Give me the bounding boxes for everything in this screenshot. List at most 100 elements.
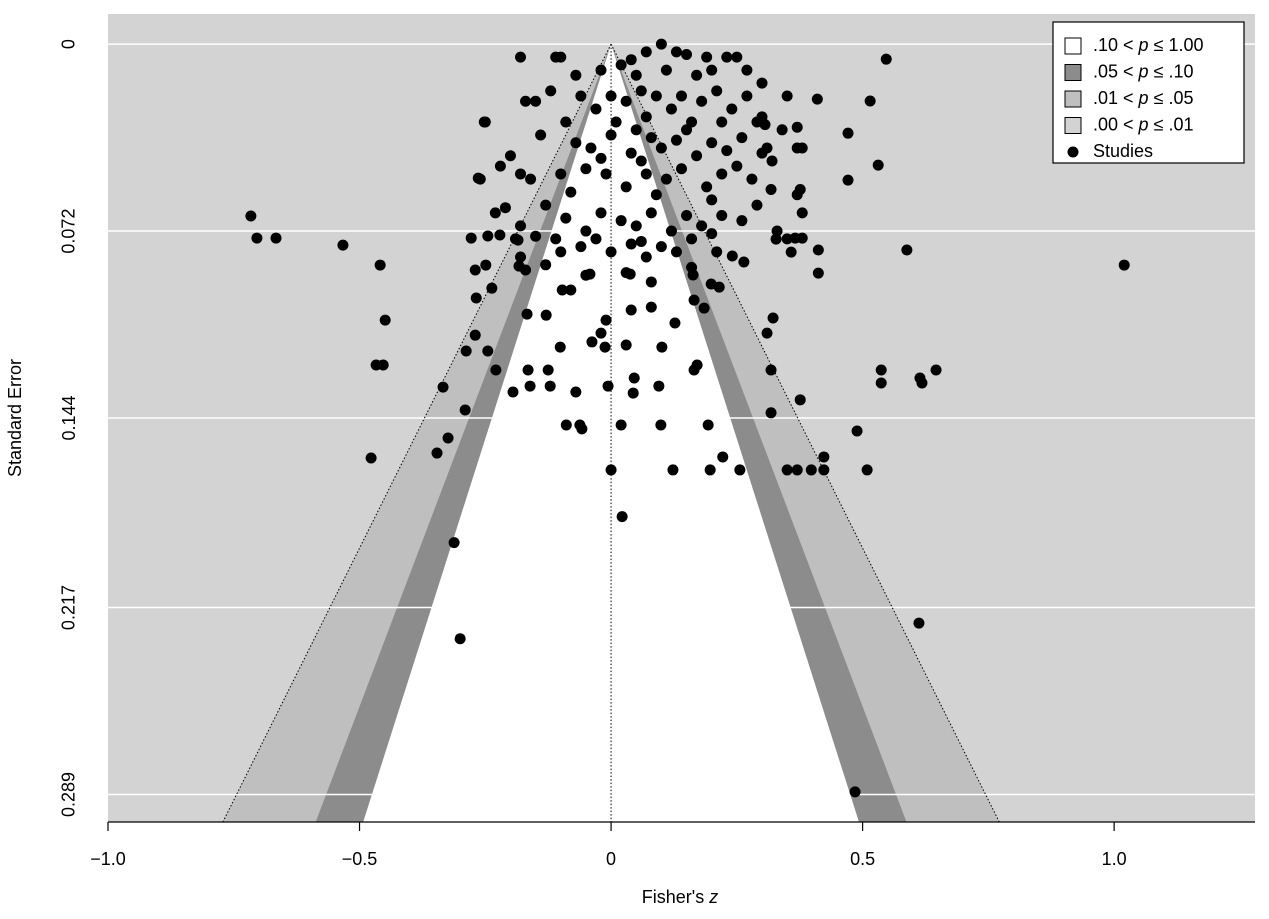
study-point (545, 85, 557, 97)
x-tick-label: 1.0 (1102, 849, 1127, 869)
study-point (681, 209, 693, 221)
study-point (555, 168, 567, 180)
study-point (627, 387, 639, 399)
study-point (615, 419, 627, 431)
legend-swatch (1064, 90, 1082, 108)
study-point (565, 186, 577, 198)
study-point (930, 364, 942, 376)
study-point (469, 329, 481, 341)
study-point (765, 407, 777, 419)
study-point (620, 339, 632, 351)
legend-label-part: ≤ .05 (1149, 88, 1194, 108)
study-point (811, 93, 823, 105)
study-point (781, 233, 793, 245)
study-point (585, 142, 597, 154)
study-point (711, 246, 723, 258)
legend: .10 < p ≤ 1.00 .05 < p ≤ .10 .01 < p ≤ .05… (1052, 21, 1245, 164)
study-point (645, 301, 657, 313)
study-point (640, 46, 652, 58)
study-point (521, 308, 533, 320)
study-point (504, 150, 516, 162)
study-point (653, 380, 665, 392)
y-tick-label: 0.217 (59, 585, 79, 630)
study-point (913, 617, 925, 629)
study-point (706, 64, 718, 76)
study-point (849, 786, 861, 798)
study-point (701, 51, 713, 63)
study-point (374, 259, 386, 271)
study-point (590, 233, 602, 245)
study-point (676, 163, 687, 175)
y-axis-title: Standard Error (5, 359, 25, 477)
study-point (872, 159, 884, 171)
study-point (711, 85, 723, 97)
study-point (479, 116, 491, 128)
study-point (702, 419, 714, 431)
study-point (818, 451, 830, 463)
study-point (842, 127, 854, 139)
study-point (482, 345, 494, 357)
study-point (726, 103, 738, 115)
study-point (377, 359, 389, 371)
study-point (556, 284, 568, 296)
study-point (781, 90, 793, 102)
study-point (781, 464, 793, 476)
legend-label-part: ≤ 1.00 (1149, 35, 1204, 55)
study-point (555, 246, 567, 258)
study-point (489, 207, 501, 219)
study-point (620, 267, 632, 279)
study-point (791, 464, 803, 476)
study-point (560, 212, 572, 224)
study-point (570, 386, 582, 398)
study-point (691, 69, 703, 81)
study-point (765, 364, 777, 376)
study-point (640, 168, 652, 180)
study-point (515, 51, 527, 63)
study-point (580, 225, 592, 237)
study-point (842, 174, 854, 186)
legend-label-part: p (1138, 61, 1149, 81)
study-point (486, 282, 498, 294)
study-point (590, 103, 602, 115)
study-point (575, 241, 587, 253)
study-point (540, 309, 552, 321)
study-point (635, 155, 647, 167)
study-point (785, 246, 797, 258)
legend-label: .10 < p ≤ 1.00 (1093, 35, 1203, 55)
study-point (600, 314, 612, 326)
study-point (630, 124, 642, 136)
study-point (251, 232, 263, 244)
study-point (448, 537, 460, 549)
legend-label-part: .01 < (1093, 88, 1139, 108)
study-point (765, 184, 777, 196)
study-point (645, 276, 657, 288)
study-point (791, 189, 803, 201)
study-point (704, 464, 716, 476)
study-point (751, 199, 763, 211)
x-axis-title-var: z (708, 887, 718, 907)
study-point (625, 238, 637, 250)
study-point (726, 250, 738, 262)
x-axis-title-text: Fisher's (642, 887, 709, 907)
study-point (625, 54, 637, 66)
study-point (716, 168, 728, 180)
study-point (670, 246, 682, 258)
study-point (738, 256, 750, 268)
study-point (560, 116, 572, 128)
study-point (460, 345, 472, 357)
study-point (880, 53, 892, 65)
study-point (734, 464, 746, 476)
legend-label: .00 < p ≤ .01 (1093, 114, 1193, 134)
study-point (812, 267, 824, 279)
study-point (916, 377, 928, 389)
study-point (576, 423, 588, 435)
study-point (766, 155, 778, 167)
legend-swatch (1064, 117, 1082, 134)
study-point (620, 181, 632, 193)
study-point (660, 64, 672, 76)
study-point (616, 511, 628, 523)
study-point (746, 173, 758, 185)
x-axis-title: Fisher's z (642, 887, 718, 907)
legend-label-part: .05 < (1093, 61, 1139, 81)
legend-swatch (1064, 37, 1082, 55)
